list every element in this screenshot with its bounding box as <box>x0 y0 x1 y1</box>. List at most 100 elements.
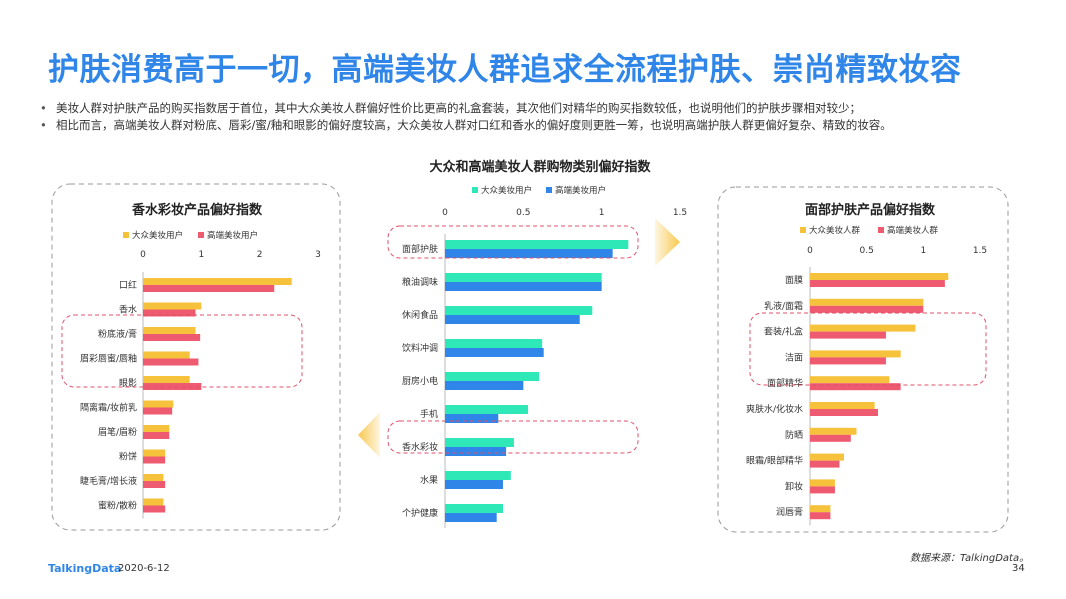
bar-series-b <box>445 315 580 324</box>
bar-series-a <box>810 402 875 409</box>
chart-frame-0 <box>51 183 341 531</box>
tick-label: 1 <box>198 250 204 260</box>
bar-series-a <box>143 425 170 432</box>
bar-series-a <box>445 273 602 282</box>
legend-label: 高端美妆用户 <box>555 185 606 196</box>
bullet-item: • 相比而言，高端美妆人群对粉底、唇彩/蜜/釉和眼影的偏好度较高，大众美妆人群对口… <box>40 118 892 132</box>
category-label: 香水 <box>119 304 137 316</box>
bar-series-b <box>143 481 166 488</box>
bar-series-a <box>810 350 901 358</box>
category-label: 个护健康 <box>402 507 438 519</box>
tick-label: 2 <box>257 250 263 260</box>
category-label: 厨房小电 <box>402 375 438 387</box>
chart-frame-2 <box>717 186 1009 533</box>
bar-series-b <box>143 456 166 464</box>
category-label: 防晒 <box>785 429 803 441</box>
tick-label: 0 <box>442 208 448 218</box>
bar-series-a <box>810 453 844 461</box>
category-label: 饮料冲调 <box>402 342 438 354</box>
category-label: 水果 <box>420 474 438 486</box>
legend-swatch <box>123 232 129 238</box>
bar-series-a <box>143 351 190 359</box>
category-label: 眼霜/眼部精华 <box>746 455 803 467</box>
bar-series-b <box>143 334 201 341</box>
data-source: 数据来源：TalkingData。 <box>910 553 1030 564</box>
tick-label: 1 <box>599 208 605 218</box>
highlight-right <box>749 312 987 386</box>
bar-series-b <box>810 409 878 416</box>
category-label: 面膜 <box>785 275 803 286</box>
category-label: 乳液/面霜 <box>764 300 803 312</box>
category-label: 粮油调味 <box>402 276 438 288</box>
category-label: 眉笔/眉粉 <box>98 426 137 438</box>
bar-series-b <box>810 383 901 391</box>
bar-series-a <box>143 498 164 506</box>
bar-series-b <box>445 513 497 522</box>
tick-label: 0.5 <box>516 208 530 218</box>
bar-series-b <box>445 480 503 489</box>
legend-label: 高端美妆用户 <box>207 230 258 241</box>
category-label: 眼影 <box>119 378 137 389</box>
bar-series-b <box>810 305 924 313</box>
bar-series-b <box>143 309 196 317</box>
legend-swatch <box>878 227 884 233</box>
bar-series-b <box>143 432 170 439</box>
category-label: 隔离霜/妆前乳 <box>80 402 137 414</box>
chart-title: 大众和高端美妆人群购物类别偏好指数 <box>429 159 651 175</box>
bar-series-b <box>445 249 613 258</box>
bar-series-b <box>143 505 166 513</box>
bar-series-a <box>143 302 202 310</box>
category-label: 睫毛膏/增长液 <box>80 475 137 487</box>
brand-logo: TalkingData <box>48 562 122 575</box>
tick-label: 0 <box>807 246 813 256</box>
bar-series-b <box>810 434 851 442</box>
bar-series-a <box>810 479 835 487</box>
page-title: 护肤消费高于一切，高端美妆人群追求全流程护肤、崇尚精致妆容 <box>48 52 962 88</box>
bar-series-a <box>143 278 292 285</box>
bar-series-a <box>445 405 529 414</box>
legend-swatch <box>198 232 204 238</box>
bar-series-b <box>445 447 507 456</box>
legend-label: 高端美妆人群 <box>887 225 939 236</box>
category-label: 口红 <box>119 279 137 291</box>
bar-series-b <box>445 348 544 357</box>
legend-label: 大众美妆用户 <box>481 185 532 196</box>
bar-series-b <box>810 512 831 520</box>
footer-date: 2020-6-12 <box>118 563 170 574</box>
category-label: 粉底液/膏 <box>98 328 137 340</box>
bar-series-a <box>143 400 174 408</box>
category-label: 洁面 <box>785 351 803 363</box>
category-label: 手机 <box>420 408 438 420</box>
category-label: 蜜粉/散粉 <box>98 500 137 512</box>
bar-series-a <box>445 471 511 480</box>
tick-label: 0.5 <box>860 246 874 256</box>
bullet-text: 相比而言，高端美妆人群对粉底、唇彩/蜜/釉和眼影的偏好度较高，大众美妆人群对口红… <box>56 118 892 132</box>
tick-label: 3 <box>315 250 321 260</box>
bar-series-b <box>143 407 173 415</box>
bar-series-a <box>445 240 629 249</box>
chart-title: 面部护肤产品偏好指数 <box>805 202 936 218</box>
bar-series-a <box>143 449 166 457</box>
bar-series-a <box>445 438 514 447</box>
category-label: 粉饼 <box>119 451 137 463</box>
bar-series-b <box>810 460 840 468</box>
highlight-face-care <box>387 225 639 259</box>
bar-series-a <box>810 298 924 306</box>
category-label: 卸妆 <box>785 480 803 492</box>
category-label: 面部精华 <box>767 377 803 389</box>
bullet-list: • 美妆人群对护肤产品的购买指数居于首位，其中大众美妆人群偏好性价比更高的礼盒套装… <box>40 100 892 134</box>
highlight-fragrance <box>387 420 639 454</box>
legend-swatch <box>800 227 806 233</box>
bar-series-b <box>810 331 886 339</box>
legend-swatch <box>472 187 478 193</box>
tick-label: 1.5 <box>673 208 687 218</box>
bar-series-a <box>445 339 543 348</box>
arrow-right-icon <box>655 218 680 266</box>
bar-series-b <box>143 285 275 292</box>
bar-series-a <box>810 324 916 332</box>
page-number: 34 <box>1012 563 1025 574</box>
category-label: 香水彩妆 <box>402 441 438 453</box>
bar-series-a <box>143 376 190 383</box>
bar-series-a <box>143 474 164 481</box>
